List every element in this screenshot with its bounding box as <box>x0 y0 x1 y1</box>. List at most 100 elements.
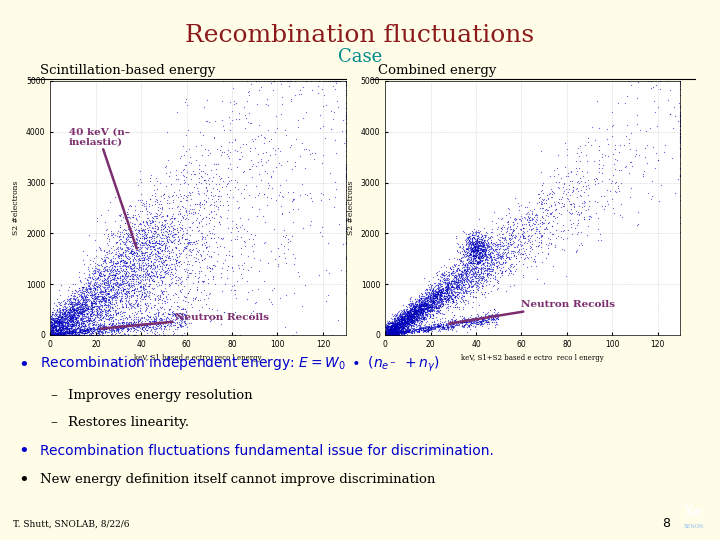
Point <box>220 251 232 260</box>
Point <box>420 310 431 319</box>
Point <box>58 321 69 330</box>
Point <box>487 315 498 323</box>
Point <box>381 330 392 339</box>
Point <box>45 330 57 339</box>
Point <box>494 242 505 251</box>
Point <box>98 284 109 292</box>
Point <box>390 319 402 328</box>
Point <box>48 330 59 339</box>
Point <box>478 240 490 248</box>
Point <box>104 320 115 328</box>
Point <box>413 321 424 329</box>
Point <box>458 267 469 276</box>
Point <box>390 322 402 331</box>
Point <box>426 296 438 305</box>
Point <box>90 298 102 306</box>
Point <box>52 330 63 339</box>
Point <box>398 310 410 319</box>
Point <box>397 327 408 335</box>
Point <box>397 328 409 337</box>
Point <box>46 325 58 333</box>
Point <box>423 303 435 312</box>
Point <box>113 232 125 241</box>
Point <box>96 255 108 264</box>
Point <box>67 315 78 324</box>
Point <box>421 293 433 301</box>
Point <box>166 279 177 287</box>
Point <box>330 192 341 201</box>
Point <box>392 326 404 334</box>
Point <box>391 319 402 327</box>
Point <box>400 326 412 335</box>
Point <box>89 315 100 324</box>
Point <box>482 314 493 322</box>
Point <box>435 300 446 308</box>
Point <box>447 282 459 291</box>
Point <box>55 329 67 338</box>
Point <box>191 179 202 188</box>
Point <box>53 325 64 334</box>
Point <box>416 312 428 320</box>
Point <box>498 236 510 245</box>
Point <box>81 326 93 334</box>
Point <box>446 317 458 326</box>
Point <box>89 286 101 294</box>
Point <box>471 228 482 237</box>
Point <box>102 281 114 289</box>
Point <box>382 330 394 339</box>
Point <box>462 265 474 273</box>
Point <box>578 201 590 210</box>
Point <box>380 330 392 339</box>
Point <box>62 324 73 333</box>
Point <box>94 319 106 327</box>
Point <box>511 218 523 227</box>
Point <box>450 276 462 285</box>
Point <box>441 285 452 293</box>
Point <box>394 327 405 336</box>
Point <box>77 330 89 339</box>
Point <box>205 207 217 216</box>
Point <box>418 312 429 321</box>
Point <box>383 327 395 335</box>
Point <box>229 289 240 298</box>
Point <box>53 319 64 328</box>
Point <box>550 205 562 213</box>
Point <box>53 318 64 327</box>
Point <box>201 237 212 246</box>
Point <box>269 284 280 292</box>
Point <box>145 274 157 282</box>
Point <box>434 301 446 309</box>
Point <box>565 219 577 228</box>
Point <box>195 251 207 259</box>
Point <box>141 230 153 238</box>
Point <box>442 322 454 330</box>
Point <box>159 227 171 235</box>
Point <box>100 281 112 290</box>
Point <box>161 211 173 219</box>
Point <box>218 307 230 316</box>
Point <box>142 213 153 222</box>
Point <box>154 240 166 248</box>
Point <box>449 293 460 301</box>
Point <box>267 144 279 152</box>
Point <box>143 274 155 283</box>
Point <box>488 260 500 268</box>
Point <box>60 322 72 330</box>
Point <box>269 77 280 85</box>
Point <box>456 253 467 262</box>
Point <box>151 323 163 332</box>
Point <box>82 328 94 336</box>
Point <box>106 295 117 304</box>
Point <box>80 312 91 320</box>
Point <box>58 296 70 305</box>
Point <box>153 323 165 332</box>
Point <box>53 320 64 329</box>
Point <box>390 322 401 331</box>
Point <box>397 313 408 322</box>
Point <box>447 276 459 285</box>
Point <box>53 325 65 334</box>
Point <box>424 313 436 322</box>
Point <box>67 328 78 336</box>
Point <box>545 239 557 248</box>
Point <box>384 323 396 332</box>
